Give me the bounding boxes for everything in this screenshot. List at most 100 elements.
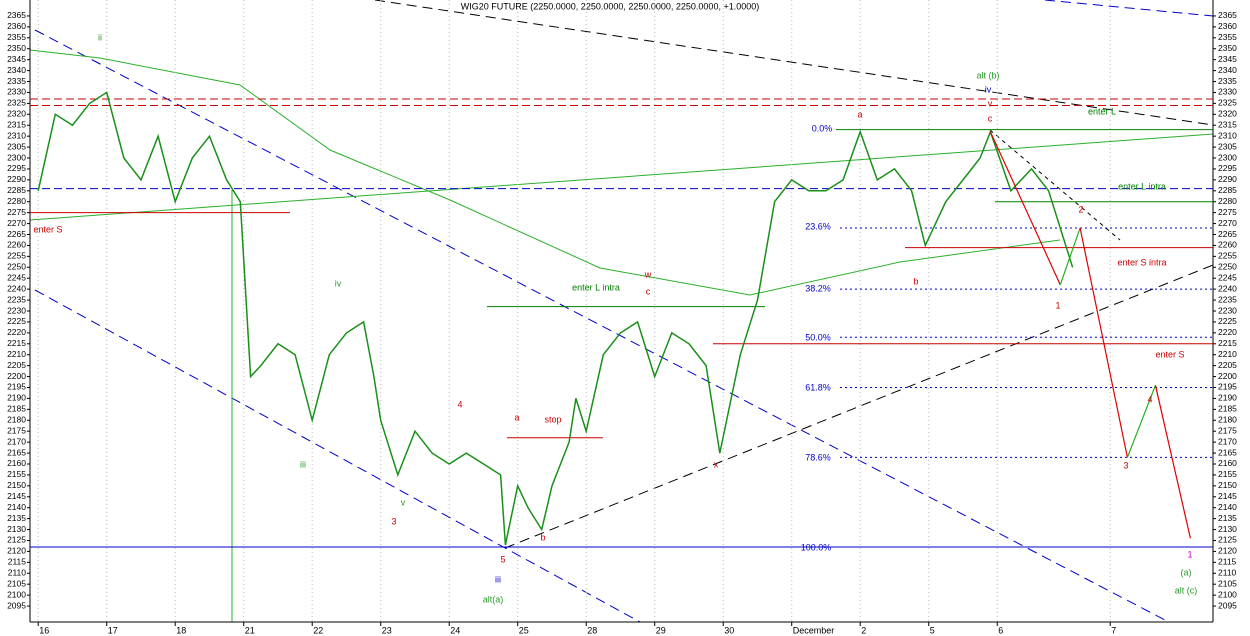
- y-tick-label: 2280: [1218, 196, 1237, 206]
- x-tick-label: December: [793, 625, 835, 635]
- annotation: stop: [544, 414, 561, 424]
- annotation: 38.2%: [805, 283, 831, 293]
- y-tick-label: 2240: [7, 283, 26, 293]
- y-tick-label: 2350: [7, 43, 26, 53]
- x-tick-label: 18: [176, 625, 186, 635]
- y-tick-label: 2110: [8, 568, 27, 578]
- y-tick-label: 2135: [1218, 513, 1237, 523]
- y-tick-label: 2280: [7, 196, 26, 206]
- annotation: enter L intra: [572, 282, 620, 292]
- y-tick-label: 2105: [1218, 578, 1237, 588]
- y-tick-label: 2115: [8, 557, 27, 567]
- y-tick-label: 2285: [1218, 185, 1237, 195]
- y-tick-label: 2175: [1218, 425, 1237, 435]
- annotation: 4: [1147, 394, 1152, 404]
- y-tick-label: 2365: [1218, 10, 1237, 20]
- x-tick-label: 5: [930, 625, 935, 635]
- y-tick-label: 2300: [7, 152, 26, 162]
- y-tick-label: 2340: [1218, 65, 1237, 75]
- y-tick-label: 2360: [1218, 21, 1237, 31]
- y-tick-label: 2315: [1218, 119, 1237, 129]
- annotation: a: [857, 109, 862, 119]
- y-tick-label: 2360: [7, 21, 26, 31]
- x-tick-label: 6: [998, 625, 1003, 635]
- y-tick-label: 2120: [1218, 546, 1237, 556]
- y-tick-label: 2145: [7, 491, 26, 501]
- moving-average: [29, 49, 1061, 296]
- x-tick-label: 2: [861, 625, 866, 635]
- x-tick-label: 16: [39, 625, 49, 635]
- y-tick-label: 2275: [1218, 207, 1237, 217]
- y-tick-label: 2190: [7, 393, 26, 403]
- y-tick-label: 2260: [7, 240, 26, 250]
- y-tick-label: 2145: [1218, 491, 1237, 501]
- y-tick-label: 2285: [7, 185, 26, 195]
- y-tick-label: 2160: [7, 458, 26, 468]
- annotation: alt (b): [976, 70, 999, 80]
- annotation: 50.0%: [805, 332, 831, 342]
- channel-line: [1044, 0, 1214, 17]
- x-tick-label: 25: [519, 625, 529, 635]
- y-tick-label: 2165: [7, 447, 26, 457]
- y-tick-label: 2115: [1218, 557, 1237, 567]
- annotation: 1: [1055, 300, 1060, 310]
- y-tick-label: 2205: [1218, 360, 1237, 370]
- y-tick-label: 2365: [7, 10, 26, 20]
- y-tick-label: 2270: [1218, 218, 1237, 228]
- annotation: w: [644, 269, 652, 279]
- y-tick-label: 2150: [7, 480, 26, 490]
- y-tick-label: 2345: [7, 54, 26, 64]
- annotation: iii: [495, 574, 501, 584]
- x-tick-label: 24: [450, 625, 460, 635]
- y-tick-label: 2335: [7, 76, 26, 86]
- annotation: enter L: [1088, 106, 1116, 116]
- y-tick-label: 2305: [1218, 141, 1237, 151]
- y-tick-label: 2290: [7, 174, 26, 184]
- y-tick-label: 2275: [7, 207, 26, 217]
- y-tick-label: 2100: [1218, 589, 1237, 599]
- annotation: v: [401, 497, 406, 507]
- price-line: [37, 91, 1074, 546]
- annotation: enter S: [33, 224, 62, 234]
- y-tick-label: 2130: [7, 524, 26, 534]
- y-tick-label: 2220: [7, 327, 26, 337]
- y-tick-label: 2245: [1218, 272, 1237, 282]
- annotation: 61.8%: [805, 382, 831, 392]
- annotation: iv: [985, 84, 992, 94]
- y-tick-label: 2110: [1218, 568, 1237, 578]
- y-tick-label: 2255: [1218, 251, 1237, 261]
- y-tick-label: 2175: [7, 425, 26, 435]
- y-tick-label: 2120: [7, 546, 26, 556]
- y-tick-label: 2225: [7, 316, 26, 326]
- y-tick-label: 2185: [7, 404, 26, 414]
- y-tick-label: 2330: [7, 87, 26, 97]
- y-tick-label: 2170: [1218, 436, 1237, 446]
- y-tick-label: 2155: [7, 469, 26, 479]
- y-tick-label: 2250: [1218, 262, 1237, 272]
- y-tick-label: 2240: [1218, 283, 1237, 293]
- y-tick-label: 2270: [7, 218, 26, 228]
- y-tick-label: 2245: [7, 272, 26, 282]
- annotation: 100.0%: [801, 542, 832, 552]
- y-tick-label: 2310: [7, 130, 26, 140]
- trend-lines: [29, 0, 1214, 623]
- y-tick-label: 2210: [7, 349, 26, 359]
- y-tick-label: 2180: [1218, 415, 1237, 425]
- annotation: v: [988, 98, 993, 108]
- y-tick-label: 2355: [7, 32, 26, 42]
- y-tick-label: 2230: [1218, 305, 1237, 315]
- y-tick-label: 2140: [7, 502, 26, 512]
- y-tick-label: 2265: [7, 229, 26, 239]
- x-tick-label: 7: [1111, 625, 1116, 635]
- annotation: 2: [1078, 204, 1083, 214]
- annotation: (a): [1181, 567, 1192, 577]
- x-tick-label: 30: [724, 625, 734, 635]
- annotation: c: [646, 286, 651, 296]
- y-tick-label: 2255: [7, 251, 26, 261]
- y-tick-label: 2220: [1218, 327, 1237, 337]
- annotation: enter L intra: [1118, 181, 1166, 191]
- y-tick-label: 2150: [1218, 480, 1237, 490]
- y-tick-label: 2335: [1218, 76, 1237, 86]
- y-tick-label: 2265: [1218, 229, 1237, 239]
